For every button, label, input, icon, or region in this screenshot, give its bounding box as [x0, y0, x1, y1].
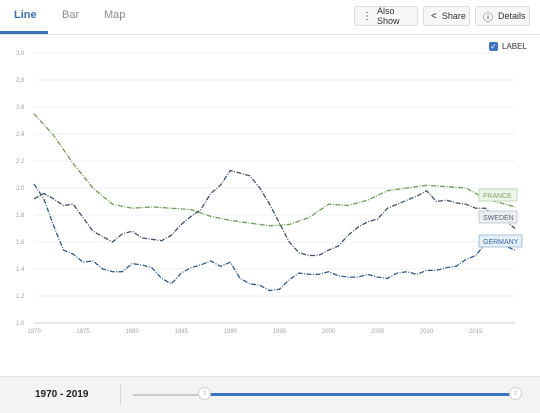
y-tick-label: 2.4 — [16, 132, 25, 138]
also-show-label: Also Show — [377, 6, 400, 26]
y-tick-label: 1.6 — [16, 240, 25, 246]
slider-end-handle[interactable]: || — [509, 387, 522, 400]
more-vertical-icon: ⋮ — [362, 10, 372, 22]
x-tick-label: 1975 — [76, 329, 90, 335]
x-tick-label: 2010 — [420, 329, 434, 335]
details-label: Details — [498, 11, 526, 21]
share-button[interactable]: < Share — [423, 6, 470, 26]
y-tick-label: 1.4 — [16, 267, 25, 273]
series-line-sweden — [33, 169, 516, 257]
y-tick-label: 2.8 — [16, 78, 25, 84]
tab-bar[interactable]: Bar — [62, 9, 80, 21]
y-tick-label: 1.2 — [16, 294, 25, 300]
x-tick-label: 1985 — [175, 329, 189, 335]
y-tick-label: 1.0 — [16, 321, 25, 327]
x-tick-label: 2000 — [322, 329, 336, 335]
slider-start-handle[interactable]: || — [198, 387, 211, 400]
x-tick-label: 1980 — [125, 329, 139, 335]
tab-line[interactable]: Line — [14, 9, 37, 21]
y-tick-label: 2.0 — [16, 186, 25, 192]
label-toggle-text: LABEL — [502, 42, 527, 51]
x-tick-label: 1995 — [273, 329, 287, 335]
series-label-germany: GERMANY — [483, 239, 519, 246]
series-line-france — [33, 113, 516, 227]
checkbox-checked-icon: ✓ — [489, 42, 498, 51]
x-tick-label: 2015 — [469, 329, 483, 335]
series-label-box — [478, 210, 518, 224]
divider — [120, 385, 121, 405]
y-tick-label: 3.0 — [16, 51, 25, 57]
x-tick-label: 1990 — [224, 329, 238, 335]
info-icon: ⓘ — [483, 12, 493, 24]
share-label: Share — [441, 11, 466, 21]
tab-map[interactable]: Map — [104, 9, 126, 21]
range-label: 1970 - 2019 — [35, 389, 89, 400]
y-tick-label: 1.8 — [16, 213, 25, 219]
series-label-france: FRANCE — [483, 193, 512, 200]
series-label-sweden: SWEDEN — [483, 215, 514, 222]
share-icon: < — [431, 10, 437, 22]
details-button[interactable]: ⓘ Details — [475, 6, 530, 26]
label-toggle[interactable]: ✓ LABEL — [489, 42, 527, 51]
series-line-germany — [33, 183, 516, 292]
active-tab-indicator — [0, 31, 48, 34]
time-range-bar: 1970 - 2019 || || — [0, 376, 540, 413]
y-tick-label: 2.6 — [16, 105, 25, 111]
also-show-button[interactable]: ⋮ Also Show — [354, 6, 418, 26]
chart-tabs: Line Bar Map ⋮ Also Show < Share ⓘ Detai… — [0, 0, 540, 35]
series-label-box — [478, 188, 518, 202]
y-tick-label: 2.2 — [16, 159, 25, 165]
x-tick-label: 2005 — [371, 329, 385, 335]
series-label-box — [478, 234, 523, 248]
slider-selected-range — [205, 393, 516, 396]
x-tick-label: 1970 — [27, 329, 41, 335]
